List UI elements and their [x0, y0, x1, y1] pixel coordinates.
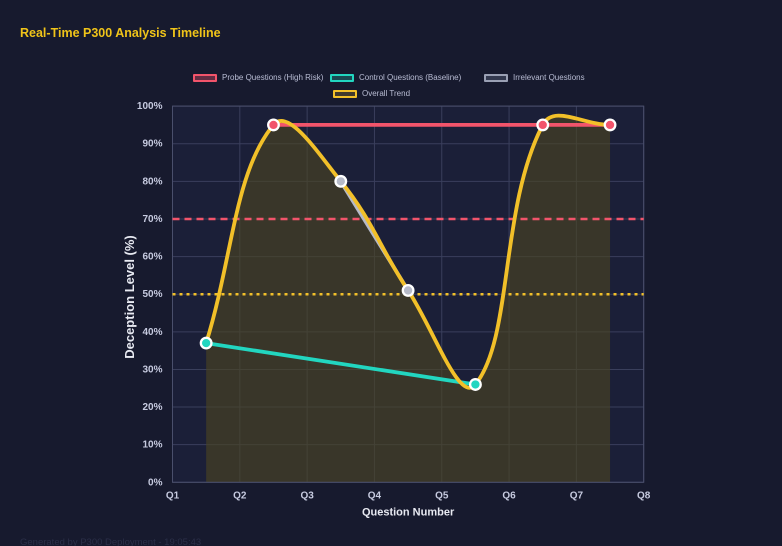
svg-text:Question Number: Question Number [362, 506, 455, 518]
svg-text:Q2: Q2 [233, 490, 247, 501]
svg-text:20%: 20% [142, 402, 162, 413]
svg-text:Q4: Q4 [368, 490, 382, 501]
svg-text:100%: 100% [137, 101, 163, 112]
svg-text:10%: 10% [142, 440, 162, 451]
svg-text:Q5: Q5 [435, 490, 449, 501]
svg-text:40%: 40% [142, 327, 162, 338]
svg-text:30%: 30% [142, 364, 162, 375]
svg-text:Q1: Q1 [166, 490, 180, 501]
svg-text:0%: 0% [148, 477, 163, 488]
svg-text:50%: 50% [142, 289, 162, 300]
svg-text:80%: 80% [142, 176, 162, 187]
svg-text:Q3: Q3 [300, 490, 314, 501]
svg-text:70%: 70% [142, 214, 162, 225]
svg-text:Q7: Q7 [570, 490, 584, 501]
svg-text:60%: 60% [142, 252, 162, 263]
svg-text:Q8: Q8 [637, 490, 651, 501]
svg-text:Q6: Q6 [502, 490, 516, 501]
svg-text:90%: 90% [142, 139, 162, 150]
svg-text:Deception Level (%): Deception Level (%) [122, 235, 137, 359]
